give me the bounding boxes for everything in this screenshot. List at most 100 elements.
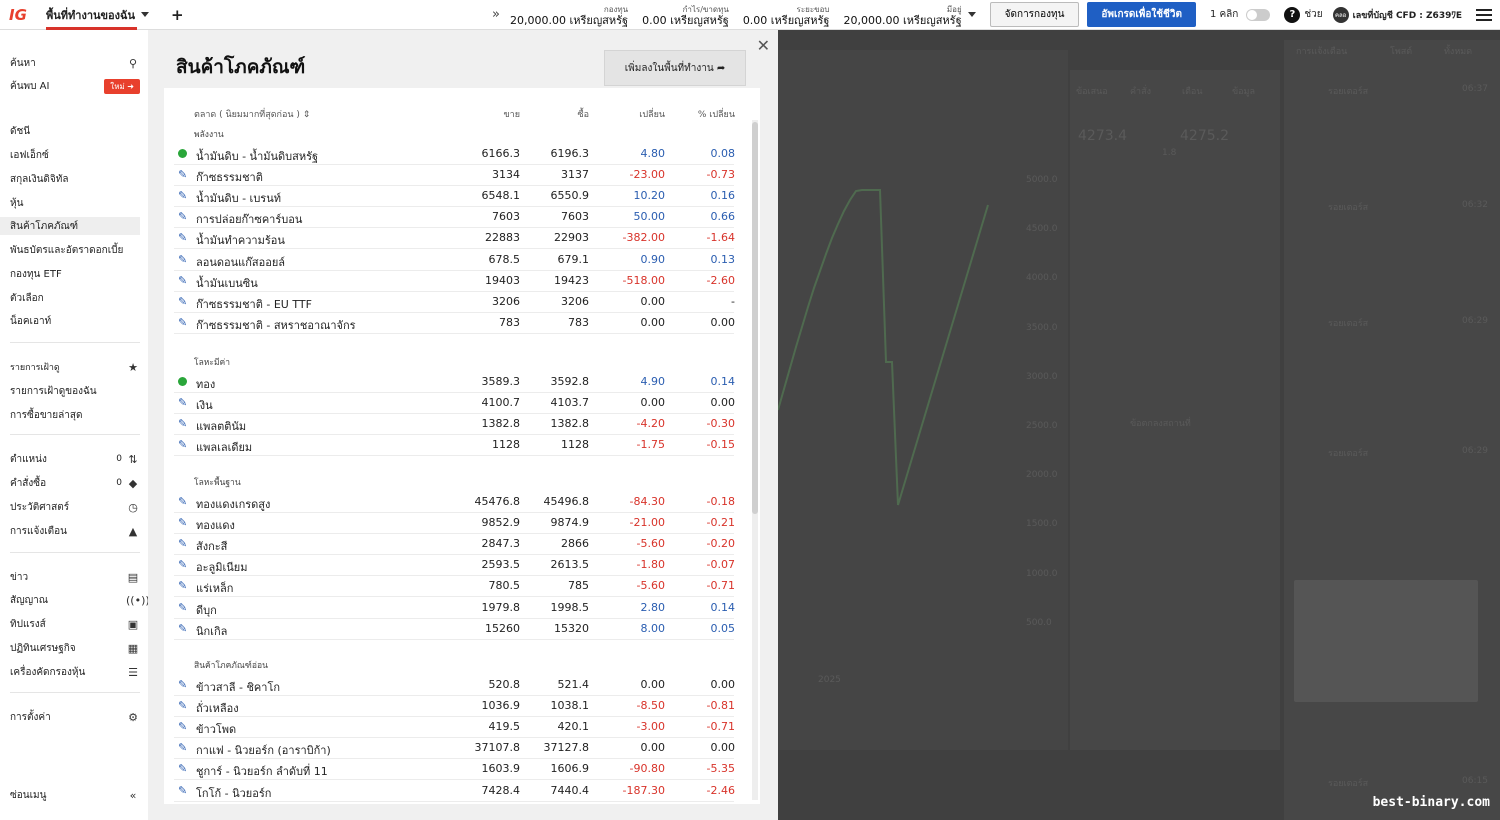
table-row[interactable]: ✎ ทองแดงเกรดสูง 45476.8 45496.8 -84.30 -0.18 — [174, 492, 735, 513]
sell-price[interactable]: 520.8 — [488, 678, 521, 691]
buy-price[interactable]: 15320 — [554, 621, 589, 635]
workspace-selector[interactable]: พื้นที่ทำงานของฉัน — [36, 0, 155, 30]
pencil-icon[interactable]: ✎ — [178, 516, 188, 530]
sell-price[interactable]: 7603 — [492, 210, 520, 224]
market-name[interactable]: อะลูมิเนียม — [196, 561, 248, 575]
sell-price[interactable]: 1128 — [492, 438, 520, 452]
sell-price[interactable]: 37107.8 — [474, 741, 521, 755]
sell-price[interactable]: 6166.3 — [481, 147, 521, 160]
ig-logo[interactable]: IG — [9, 5, 27, 24]
market-name[interactable]: ลอนดอนแก๊สออยล์ — [196, 255, 285, 269]
buy-price[interactable]: 785 — [568, 579, 589, 593]
sell-price[interactable]: 6548.1 — [481, 189, 521, 203]
sell-price[interactable]: 1382.8 — [481, 417, 521, 431]
table-row[interactable]: ทอง 3589.3 3592.8 4.90 0.14 — [174, 372, 735, 393]
pencil-icon[interactable]: ✎ — [178, 417, 188, 431]
sidebar-item-fx[interactable]: เอฟเอ็กซ์ — [10, 149, 49, 161]
sell-price[interactable]: 19403 — [485, 273, 520, 287]
buy-price[interactable]: 679.1 — [557, 252, 590, 266]
pencil-icon[interactable]: ✎ — [178, 678, 188, 691]
sidebar-item-calendar[interactable]: ปฏิทินเศรษฐกิจ ▦ — [10, 641, 139, 655]
sidebar-item-bonds[interactable]: พันธบัตรและอัตราดอกเบี้ย — [10, 244, 124, 256]
sell-price[interactable]: 15260 — [485, 621, 520, 635]
sidebar-item-news[interactable]: ข่าว ▤ — [10, 570, 139, 584]
sidebar-item-crypto[interactable]: สกุลเงินดิจิทัล — [10, 173, 69, 185]
table-row[interactable]: ✎ ดีบุก 1979.8 1998.5 2.80 0.14 — [174, 598, 735, 619]
table-row[interactable]: ✎ แพลตตินัม 1382.8 1382.8 -4.20 -0.30 — [174, 414, 735, 436]
manage-funds-button[interactable]: จัดการกองทุน — [989, 2, 1080, 27]
sidebar-item-knockouts[interactable]: น็อคเอาท์ — [10, 315, 52, 327]
pencil-icon[interactable]: ✎ — [178, 699, 188, 713]
buy-price[interactable]: 1038.1 — [550, 699, 590, 713]
pencil-icon[interactable]: ✎ — [178, 741, 188, 755]
expand-chevrons-icon[interactable]: » — [492, 7, 500, 22]
table-row[interactable]: ✎ สังกะสี 2847.3 2866 -5.60 -0.20 — [174, 534, 735, 556]
sell-price[interactable]: 2847.3 — [481, 537, 521, 551]
buy-price[interactable]: 22903 — [554, 231, 589, 245]
one-click-toggle[interactable] — [1246, 8, 1271, 21]
market-name[interactable]: ทองแดง — [196, 519, 235, 533]
account-avatar[interactable]: คลอ — [1332, 6, 1349, 23]
pencil-icon[interactable]: ✎ — [178, 495, 188, 508]
scrollbar-thumb[interactable] — [752, 122, 758, 514]
market-name[interactable]: โกโก้ - นิวยอร์ก — [196, 786, 272, 800]
market-name[interactable]: การปล่อยก๊าซคาร์บอน — [196, 213, 303, 227]
table-row[interactable]: ✎ น้ำมันทำความร้อน 22883 22903 -382.00 -1.64 — [174, 228, 735, 250]
sidebar-watchlist-header[interactable]: รายการเฝ้าดู ★ — [10, 358, 140, 376]
market-name[interactable]: ถั่วเหลือง — [196, 702, 239, 716]
buy-price[interactable]: 3592.8 — [550, 375, 590, 388]
sell-price[interactable]: 4273.4 — [1078, 128, 1127, 144]
sell-price[interactable]: 780.5 — [488, 579, 521, 593]
table-row[interactable]: ✎ แพลเลเดียม 1128 1128 -1.75 -0.15 — [174, 435, 735, 457]
pencil-icon[interactable]: ✎ — [178, 210, 188, 224]
buy-price[interactable]: 2866 — [561, 537, 589, 551]
sidebar-item-recent-trades[interactable]: การซื้อขายล่าสุด — [10, 409, 83, 421]
market-name[interactable]: น้ำมันเบนซิน — [196, 276, 258, 290]
pencil-icon[interactable]: ✎ — [178, 537, 188, 551]
market-name[interactable]: ทองแดงเกรดสูง — [196, 498, 271, 511]
market-name[interactable]: ก๊าซธรรมชาติ - EU TTF — [196, 297, 312, 311]
sidebar-item-shares[interactable]: หุ้น — [10, 197, 24, 209]
pencil-icon[interactable]: ✎ — [178, 315, 188, 329]
table-row[interactable]: ✎ เงิน 4100.7 4103.7 0.00 0.00 — [174, 393, 735, 415]
buy-price[interactable]: 9874.9 — [550, 516, 590, 530]
sell-price[interactable]: 45476.8 — [474, 495, 521, 508]
close-icon[interactable]: ✕ — [756, 36, 770, 55]
sidebar-item-etf[interactable]: กองทุน ETF — [10, 268, 62, 280]
market-name[interactable]: สังกะสี — [196, 540, 228, 554]
sidebar-item-alerts[interactable]: การแจ้งเตือน ▲ — [10, 522, 140, 540]
account-number[interactable]: เลขที่บัญชี CFD : Z639ﾜE — [1352, 10, 1462, 21]
sidebar-item-settings[interactable]: การตั้งค่า ⚙ — [10, 708, 140, 726]
column-header-market[interactable]: ตลาด ( นิยมมากที่สุดก่อน ) ⇕ — [194, 110, 311, 120]
table-row[interactable]: ✎ ถั่วเหลือง 1036.9 1038.1 -8.50 -0.81 — [174, 696, 735, 718]
pencil-icon[interactable]: ✎ — [178, 438, 188, 452]
market-name[interactable]: น้ำมันทำความร้อน — [196, 234, 285, 248]
sell-price[interactable]: 1603.9 — [481, 762, 521, 776]
pencil-icon[interactable]: ✎ — [178, 783, 188, 797]
pencil-icon[interactable]: ✎ — [178, 294, 188, 308]
sell-price[interactable]: 419.5 — [488, 720, 521, 734]
sell-price[interactable]: 1979.8 — [481, 600, 521, 614]
buy-price[interactable]: 3206 — [561, 294, 589, 308]
market-name[interactable]: น้ำมันดิบ - เบรนท์ — [196, 192, 281, 206]
pencil-icon[interactable]: ✎ — [178, 621, 188, 635]
pencil-icon[interactable]: ✎ — [178, 168, 188, 182]
hamburger-menu-icon[interactable] — [1476, 8, 1492, 21]
table-row[interactable]: ✎ นิกเกิล 15260 15320 8.00 0.05 — [174, 619, 735, 640]
sidebar-item-indices[interactable]: ดัชนี — [10, 125, 31, 137]
market-name[interactable]: แพลเลเดียม — [196, 441, 253, 455]
table-row[interactable]: ✎ อะลูมิเนียม 2593.5 2613.5 -1.80 -0.07 — [174, 555, 735, 577]
sidebar-item-my-watchlist[interactable]: รายการเฝ้าดูของฉัน — [10, 385, 97, 397]
sell-price[interactable]: 2593.5 — [481, 558, 521, 572]
market-name[interactable]: ก๊าซธรรมชาติ — [196, 171, 263, 185]
upgrade-button[interactable]: อัพเกรดเพื่อใช้ชีวิต — [1087, 2, 1196, 27]
pencil-icon[interactable]: ✎ — [178, 273, 188, 287]
sell-price[interactable]: 3134 — [492, 168, 520, 182]
buy-price[interactable]: 521.4 — [557, 678, 590, 691]
table-row[interactable]: ✎ แร่เหล็ก 780.5 785 -5.60 -0.71 — [174, 576, 735, 598]
market-name[interactable]: แพลตตินัม — [196, 420, 247, 434]
sell-price[interactable]: 3589.3 — [481, 375, 521, 388]
help-icon[interactable]: ? — [1284, 6, 1301, 23]
buy-price[interactable]: 6196.3 — [550, 147, 590, 160]
buy-price[interactable]: 1382.8 — [550, 417, 590, 431]
